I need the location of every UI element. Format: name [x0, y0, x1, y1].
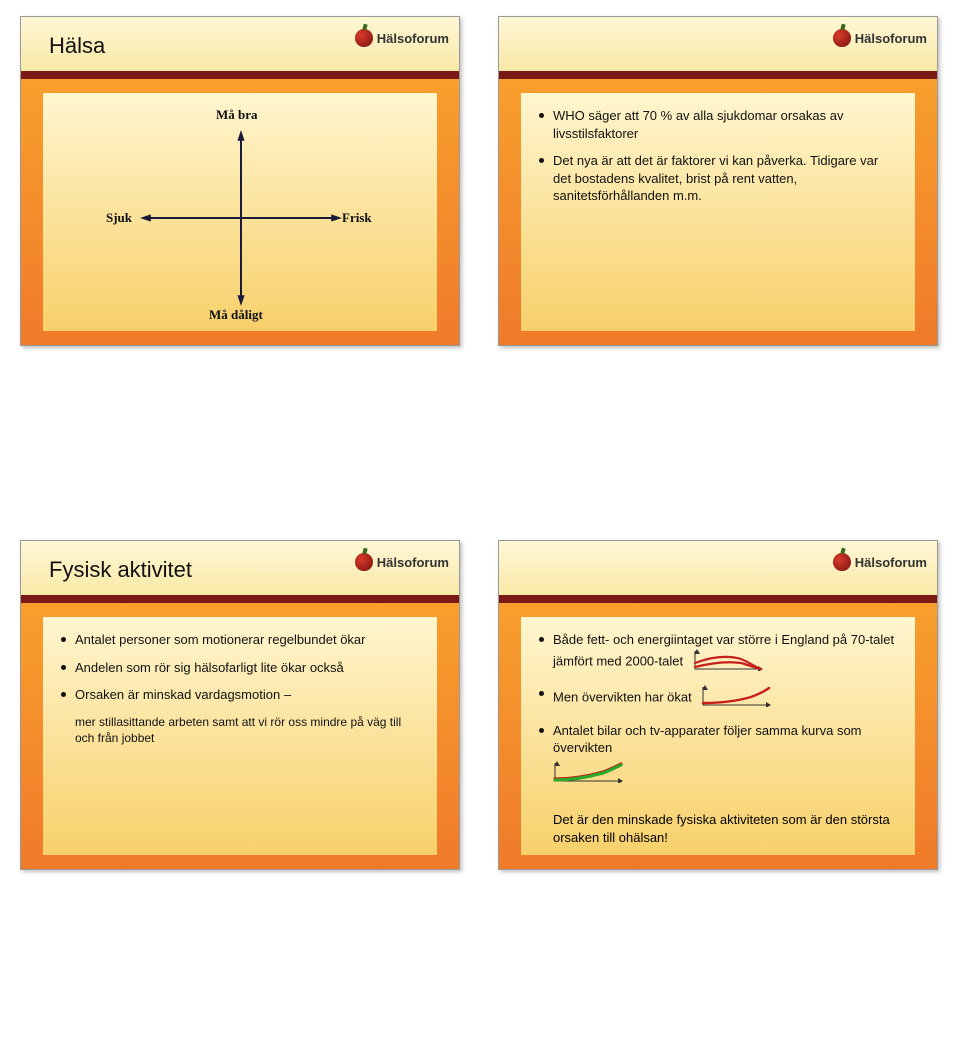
- sparkline-overweight: [701, 685, 771, 712]
- axis-label-left: Sjuk: [106, 210, 132, 226]
- list-item: Antalet bilar och tv-apparater följer sa…: [539, 722, 897, 788]
- cross-svg: [43, 93, 439, 333]
- sparkline-cars-tv: [553, 761, 623, 788]
- list-item: Men övervikten har ökat: [539, 685, 897, 712]
- list-subitem: mer stillasittande arbeten samt att vi r…: [61, 714, 419, 746]
- apple-icon: [355, 29, 373, 47]
- content-panel: Både fett- och energiintaget var större …: [521, 617, 915, 855]
- slide-title: Fysisk aktivitet: [49, 557, 192, 583]
- content-panel: Må bra Må dåligt Sjuk Frisk: [43, 93, 437, 331]
- list-item: Orsaken är minskad vardagsmotion –: [61, 686, 419, 704]
- apple-icon: [833, 29, 851, 47]
- content-panel: WHO säger att 70 % av alla sjukdomar ors…: [521, 93, 915, 331]
- content-panel: Antalet personer som motionerar regelbun…: [43, 617, 437, 855]
- axis-label-right: Frisk: [342, 210, 372, 226]
- logo-text: Hälsoforum: [377, 31, 449, 46]
- bullet-list: Antalet personer som motionerar regelbun…: [61, 631, 419, 746]
- list-item: Antalet personer som motionerar regelbun…: [61, 631, 419, 649]
- logo: Hälsoforum: [833, 553, 927, 571]
- page: Hälsa Hälsoforum Må bra Må dåligt Sjuk F…: [0, 0, 960, 1040]
- logo: Hälsoforum: [833, 29, 927, 47]
- axis-label-bottom: Må dåligt: [209, 307, 263, 323]
- bullet-list: Både fett- och energiintaget var större …: [539, 631, 897, 787]
- slide-overvikt: Hälsoforum Både fett- och energiintaget …: [498, 540, 938, 870]
- slide-halsa: Hälsa Hälsoforum Må bra Må dåligt Sjuk F…: [20, 16, 460, 346]
- list-item: Det nya är att det är faktorer vi kan på…: [539, 152, 897, 205]
- cross-diagram: Må bra Må dåligt Sjuk Frisk: [43, 93, 437, 331]
- titlebar: Fysisk aktivitet Hälsoforum: [21, 541, 459, 603]
- list-item: Både fett- och energiintaget var större …: [539, 631, 897, 675]
- list-item: WHO säger att 70 % av alla sjukdomar ors…: [539, 107, 897, 142]
- sparkline-energy: [693, 649, 763, 676]
- titlebar: Hälsoforum: [499, 541, 937, 603]
- apple-icon: [833, 553, 851, 571]
- final-statement: Det är den minskade fysiska aktiviteten …: [539, 811, 897, 846]
- slide-who: Hälsoforum WHO säger att 70 % av alla sj…: [498, 16, 938, 346]
- bullet-text: Antalet bilar och tv-apparater följer sa…: [553, 723, 862, 756]
- logo: Hälsoforum: [355, 553, 449, 571]
- logo-text: Hälsoforum: [855, 555, 927, 570]
- logo-text: Hälsoforum: [377, 555, 449, 570]
- apple-icon: [355, 553, 373, 571]
- bullet-text: Men övervikten har ökat: [553, 690, 692, 705]
- titlebar: Hälsoforum: [499, 17, 937, 79]
- list-item: Andelen som rör sig hälsofarligt lite ök…: [61, 659, 419, 677]
- bullet-list: WHO säger att 70 % av alla sjukdomar ors…: [539, 107, 897, 205]
- logo: Hälsoforum: [355, 29, 449, 47]
- slide-title: Hälsa: [49, 33, 105, 59]
- axis-label-top: Må bra: [216, 107, 258, 123]
- logo-text: Hälsoforum: [855, 31, 927, 46]
- titlebar: Hälsa Hälsoforum: [21, 17, 459, 79]
- slide-fysisk: Fysisk aktivitet Hälsoforum Antalet pers…: [20, 540, 460, 870]
